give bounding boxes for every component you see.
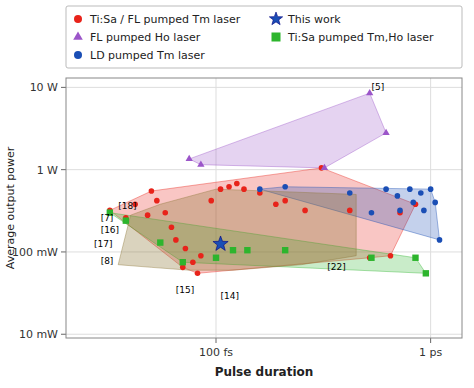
point [123,217,129,223]
tick-label: 10 mW [19,328,58,341]
legend-label: FL pumped Ho laser [90,31,201,44]
legend-label: Ti:Sa pumped Tm,Ho laser [287,31,434,44]
grid-line [66,334,462,335]
point [412,255,418,261]
point [234,181,240,187]
annotation: [14] [221,291,239,301]
point [213,255,219,261]
point [397,208,403,214]
point [423,270,429,276]
annotation: [5] [371,82,384,92]
plot-frame [66,78,462,338]
tick-label: 1 ps [419,346,442,359]
grid [66,78,462,338]
point [410,200,416,206]
point [418,190,424,196]
point [383,186,389,192]
region [118,189,356,270]
grid-line [66,169,462,170]
point [321,164,328,170]
annotation: [22] [327,262,345,272]
point [368,255,374,261]
point [157,239,163,245]
tick [216,338,217,343]
marks [107,89,443,277]
legend-label: LD pumped Tm laser [90,49,205,62]
tick-label: 1 W [37,164,58,177]
point [282,184,288,190]
point [183,246,189,252]
point [282,247,288,253]
point [173,237,179,243]
legend-marker [272,33,281,42]
point [154,198,160,204]
point [302,208,308,214]
point [241,186,247,192]
point [213,236,228,250]
legend-label: This work [287,13,341,26]
point [428,186,434,192]
point [395,193,401,199]
annotation: [17] [94,239,112,249]
tick [61,251,66,252]
tick-label: 100 mW [12,246,58,259]
y-axis-label: Average output power [4,146,17,269]
annotation: [16] [101,225,119,235]
grid-line [66,87,462,88]
region [110,168,416,273]
tick [61,334,66,335]
point [180,259,186,265]
legend-box [66,6,462,68]
point [421,208,427,214]
tick-label: 10 W [30,81,58,94]
point [186,155,193,161]
point [230,247,236,253]
plot-area [66,78,462,338]
annotation: [7] [101,213,114,223]
point [244,247,250,253]
point [197,160,204,166]
point [388,253,394,259]
point [145,212,151,218]
point [208,198,214,204]
legend-marker [74,51,82,59]
point [347,208,353,214]
legend-marker [73,32,83,40]
axes: 100 fs 1 ps 10 mW 100 mW 1 W 10 W [12,81,443,359]
point [162,210,168,216]
point [198,253,204,259]
x-axis-label: Pulse duration [215,365,314,379]
regions [110,93,440,273]
point [226,184,232,190]
legend-label: Ti:Sa / FL pumped Tm laser [89,13,241,26]
point [369,210,375,216]
region [189,93,386,168]
point [282,198,288,204]
annotation: [8] [101,256,114,266]
point [407,186,413,192]
point [218,186,224,192]
point [149,188,155,194]
tick [430,338,431,343]
points [107,89,443,277]
chart: 100 fs1 ps10 mW100 mW1 W10 W[18][7][16][… [0,0,474,388]
point [273,201,279,207]
point [347,190,353,196]
point [195,271,201,277]
legend-marker [74,15,82,23]
tick-label: 100 fs [199,346,233,359]
point [257,186,263,192]
point [190,259,196,265]
point [382,129,389,135]
tick [61,87,66,88]
legend: Ti:Sa / FL pumped Tm laser FL pumped Ho l… [66,6,462,68]
annotations: [18] [7] [16] [17] [8] [15] [14] [22] [5] [94,82,384,300]
annotation: [18] [118,201,136,211]
legend-marker [269,12,282,25]
annotation: [15] [176,285,194,295]
point [432,200,438,206]
point [437,237,443,243]
point [169,224,175,230]
tick [61,169,66,170]
